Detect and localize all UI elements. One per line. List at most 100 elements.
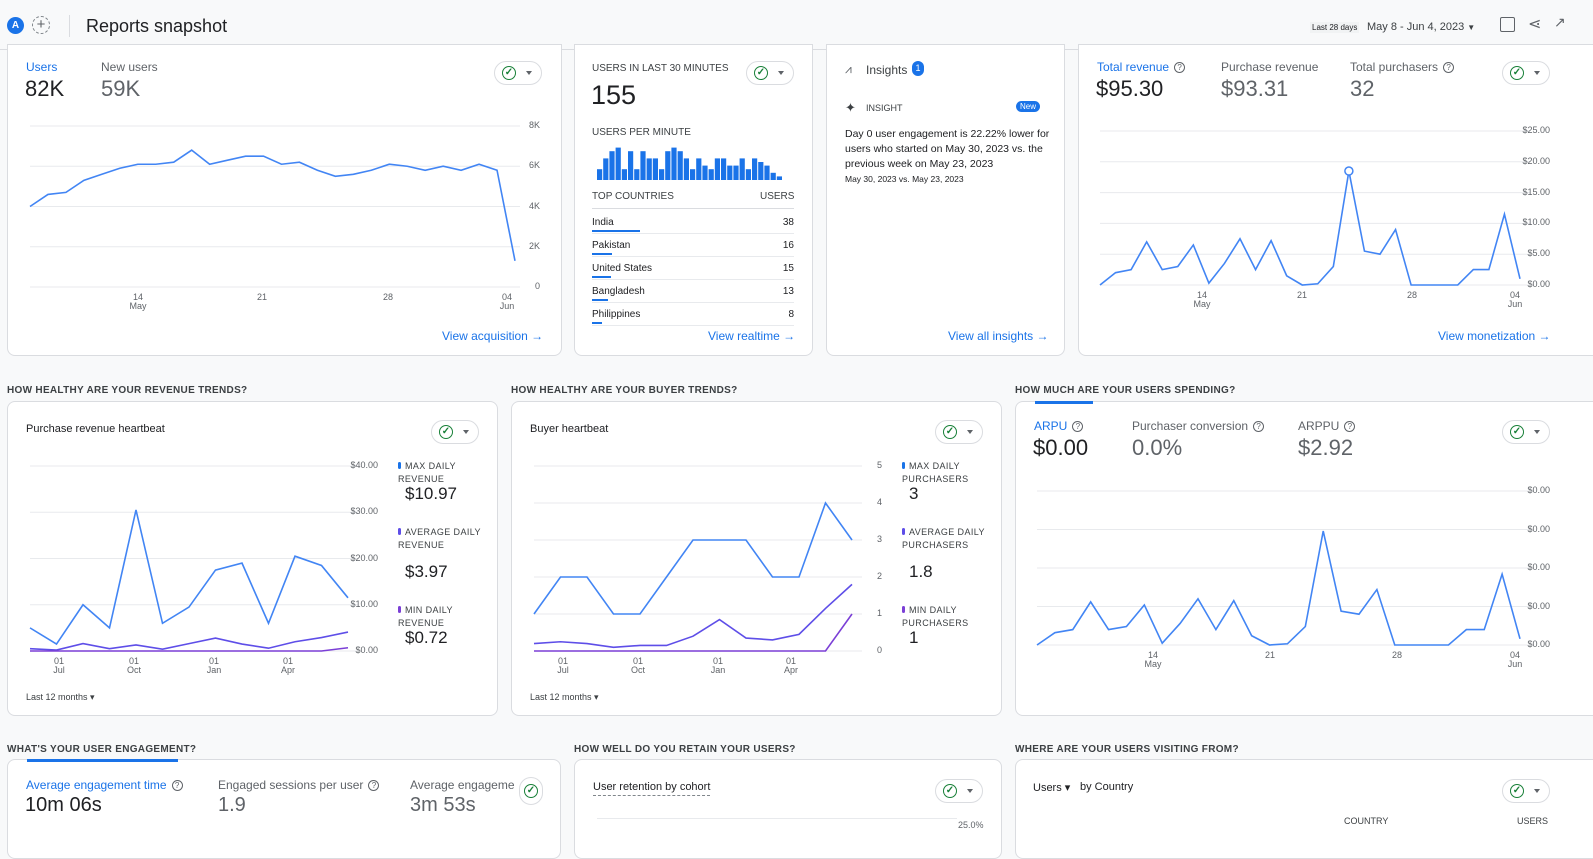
check-icon: ✓ [1510, 66, 1524, 80]
metric-new-users-label[interactable]: New users [101, 60, 158, 74]
metric-selector[interactable]: Users ▾ [1033, 782, 1071, 794]
metric-avg-engagement-label[interactable]: Average engagement time? [26, 778, 183, 792]
compare-dropdown[interactable]: ✓ [519, 777, 543, 805]
metric-users-label[interactable]: Users [26, 60, 58, 74]
check-icon: ✓ [1510, 784, 1524, 798]
per-minute-label: USERS PER MINUTE [592, 127, 691, 138]
country-users: 38 [782, 217, 794, 228]
metric-avg-engagement-2-label[interactable]: Average engagemer [410, 778, 515, 792]
help-icon[interactable]: ? [1253, 421, 1265, 432]
check-icon: ✓ [524, 784, 538, 798]
y-tick-label: $30.00 [350, 506, 378, 517]
metric-arpu-value: $0.00 [1033, 435, 1089, 460]
y-tick-label: $15.00 [1522, 186, 1550, 197]
insights-title: Insights [866, 63, 908, 77]
view-monetization-link[interactable]: View monetization → [1438, 329, 1551, 343]
legend-label: AVERAGE DAILY PURCHASERS [902, 527, 985, 550]
y-tick-label: 4 [876, 497, 882, 507]
insight-dates: May 30, 2023 vs. May 23, 2023 [845, 174, 964, 184]
share-icon[interactable]: ⋖ [1528, 16, 1542, 33]
y-tick-label: $20.00 [1522, 155, 1550, 166]
card-title: Purchase revenue heartbeat [26, 423, 165, 435]
date-range-picker[interactable]: May 8 - Jun 4, 2023 ▼ [1367, 21, 1475, 33]
metric-total-revenue-label[interactable]: Total revenue? [1097, 60, 1186, 74]
section-heading: WHERE ARE YOUR USERS VISITING FROM? [1015, 744, 1239, 755]
view-realtime-link[interactable]: View realtime → [708, 329, 796, 343]
country-name: India [592, 217, 614, 228]
compare-dropdown[interactable]: ✓ [935, 420, 983, 444]
insight-text[interactable]: Day 0 user engagement is 22.22% lower fo… [845, 128, 1050, 170]
insights-card [826, 44, 1065, 356]
country-row[interactable]: Philippines 8 [592, 303, 794, 326]
y-tick-label: $5.00 [1527, 248, 1550, 259]
active-tab-indicator [1035, 401, 1093, 404]
help-icon[interactable]: ? [368, 780, 380, 791]
country-bar [592, 230, 640, 232]
metric-purchaser-conversion-value: 0.0% [1132, 435, 1183, 460]
country-bar [592, 299, 608, 301]
chevron-down-icon [1534, 789, 1540, 793]
metric-avg-engagement-value: 10m 06s [25, 794, 102, 816]
metric-engaged-sessions-label[interactable]: Engaged sessions per user? [218, 778, 380, 792]
x-tick-label: 28 [1406, 290, 1417, 300]
metric-arpu-label[interactable]: ARPU? [1034, 419, 1084, 433]
legend-item: MAX DAILY PURCHASERS [902, 460, 992, 486]
add-comparison-icon[interactable]: + [32, 16, 50, 34]
check-icon: ✓ [943, 425, 957, 439]
chevron-down-icon [526, 71, 532, 75]
country-row[interactable]: India 38 [592, 211, 794, 234]
property-avatar[interactable]: A [7, 17, 24, 34]
view-acquisition-link[interactable]: View acquisition → [442, 329, 544, 343]
country-row[interactable]: Pakistan 16 [592, 234, 794, 257]
country-row[interactable]: United States 15 [592, 257, 794, 280]
sparkle-icon: ✦ [845, 100, 856, 115]
users-card [7, 44, 562, 356]
x-tick-label: 14 May [1193, 290, 1211, 309]
x-tick-label: 01 Oct [126, 656, 141, 675]
help-icon[interactable]: ? [1174, 62, 1186, 73]
compare-dropdown[interactable]: ✓ [746, 61, 794, 85]
compare-dropdown[interactable]: ✓ [494, 61, 542, 85]
help-icon[interactable]: ? [1344, 421, 1356, 432]
legend-value: $10.97 [405, 484, 457, 503]
period-dropdown[interactable]: Last 12 months ▾ [26, 692, 95, 702]
country-users: 13 [782, 286, 794, 297]
metric-purchase-revenue-label[interactable]: Purchase revenue [1221, 60, 1319, 74]
compare-dropdown[interactable]: ✓ [1502, 420, 1550, 444]
country-name: Pakistan [592, 240, 631, 251]
help-icon[interactable]: ? [1072, 421, 1084, 432]
top-countries-header: TOP COUNTRIES [592, 191, 674, 202]
compare-dropdown[interactable]: ✓ [1502, 779, 1550, 803]
view-all-insights-link[interactable]: View all insights → [948, 329, 1049, 343]
metric-users-value: 82K [25, 76, 65, 101]
section-heading: HOW HEALTHY ARE YOUR BUYER TRENDS? [511, 385, 738, 396]
card-title: Buyer heartbeat [530, 423, 609, 435]
insights-icon: ⩘ [845, 62, 852, 76]
compare-dropdown[interactable]: ✓ [431, 420, 479, 444]
compare-dropdown[interactable]: ✓ [1502, 61, 1550, 85]
x-tick-label: 01 Oct [630, 656, 645, 675]
metric-arppu-label[interactable]: ARPPU? [1298, 419, 1356, 433]
y-tick-label: $0.00 [1527, 562, 1550, 572]
insights-count-badge: 1 [912, 61, 924, 76]
country-row[interactable]: Bangladesh 13 [592, 280, 794, 303]
compare-dropdown[interactable]: ✓ [935, 779, 983, 803]
help-icon[interactable]: ? [1443, 62, 1455, 73]
y-tick-label: $0.00 [355, 645, 378, 655]
metric-total-purchasers-label[interactable]: Total purchasers? [1350, 60, 1455, 74]
metric-engaged-sessions-value: 1.9 [218, 794, 246, 816]
metric-purchaser-conversion-label[interactable]: Purchaser conversion? [1132, 419, 1265, 433]
customize-report-icon[interactable] [1500, 17, 1515, 32]
x-tick-label: 01 Apr [280, 656, 295, 675]
retention-title[interactable]: User retention by cohort [593, 781, 711, 796]
legend-label: MIN DAILY PURCHASERS [902, 605, 969, 628]
chevron-down-icon [463, 430, 469, 434]
page-title: Reports snapshot [86, 16, 228, 36]
metric-new-users-value: 59K [101, 76, 141, 101]
insight-label: INSIGHT [866, 103, 903, 113]
period-dropdown[interactable]: Last 12 months ▾ [530, 692, 599, 702]
metric-avg-engagement-2-value: 3m 53s [410, 794, 476, 816]
insights-icon[interactable]: ↗ [1554, 14, 1566, 30]
help-icon[interactable]: ? [171, 780, 183, 791]
visiting-card [1015, 759, 1593, 859]
